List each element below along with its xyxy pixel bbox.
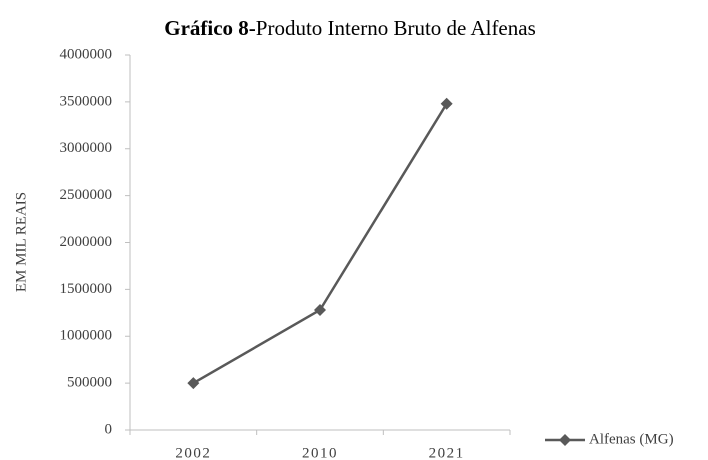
y-tick-label: 3500000 [60, 93, 113, 109]
y-tick-label: 3000000 [60, 140, 113, 156]
title-bold: Gráfico 8- [164, 16, 256, 40]
y-tick-label: 2000000 [60, 234, 113, 250]
legend-marker [559, 434, 571, 446]
chart-title: Gráfico 8-Produto Interno Bruto de Alfen… [164, 16, 536, 40]
y-axis-label: EM MIL REAIS [13, 192, 29, 292]
y-tick-label: 1000000 [60, 328, 113, 344]
y-tick-label: 0 [105, 421, 113, 437]
y-tick-label: 4000000 [60, 46, 113, 62]
y-tick-label: 500000 [67, 375, 112, 391]
x-tick-label: 2021 [429, 445, 465, 460]
y-tick-label: 1500000 [60, 281, 113, 297]
legend-label: Alfenas (MG) [589, 431, 674, 447]
marker [314, 304, 326, 316]
title-rest: Produto Interno Bruto de Alfenas [256, 16, 536, 40]
marker [440, 97, 453, 110]
x-tick-label: 2002 [175, 445, 211, 460]
series-line [192, 103, 448, 385]
x-tick-label: 2010 [302, 445, 338, 460]
marker [187, 377, 200, 390]
y-tick-label: 2500000 [60, 187, 113, 203]
